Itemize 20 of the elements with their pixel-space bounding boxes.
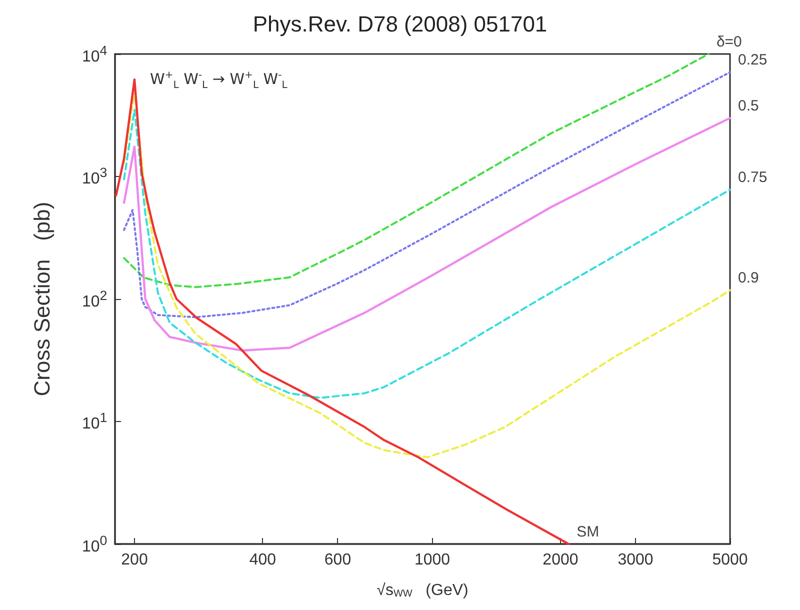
x-tick-label: 3000 xyxy=(618,552,654,568)
x-tick-label: 600 xyxy=(324,552,352,568)
x-tick-label: 400 xyxy=(249,552,276,568)
y-tick-label: 10$^{3}$ xyxy=(82,165,108,188)
x-tick-label: 1000 xyxy=(414,552,450,568)
x-tick-label: 5000 xyxy=(712,552,748,568)
series-label: 0.9 xyxy=(738,270,759,287)
y-tick-label: 10$^{1}$ xyxy=(82,410,108,434)
series-label: 0.75 xyxy=(738,169,768,186)
series-label: 0.5 xyxy=(738,98,759,115)
series-label: 0.25 xyxy=(738,52,768,69)
series-label: δ=0 xyxy=(716,34,742,50)
series-label: SM xyxy=(576,524,600,540)
y-axis-title: Cross Section (pb) xyxy=(30,202,54,396)
chart-title: Phys.Rev. D78 (2008) 051701 xyxy=(252,12,548,36)
y-tick-label: 10$^{4}$ xyxy=(82,42,108,66)
x-tick-label: 2000 xyxy=(542,552,578,568)
y-tick-label: 10$^{0}$ xyxy=(82,532,108,556)
x-tick-label: 200 xyxy=(121,552,148,568)
y-tick-label: 10$^{2}$ xyxy=(82,288,108,311)
